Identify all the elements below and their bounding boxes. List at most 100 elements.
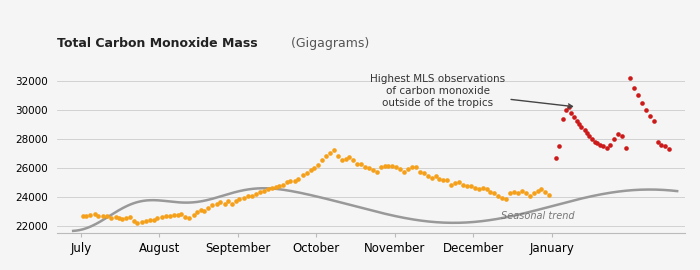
Point [251, 191, 262, 196]
Point [438, 178, 449, 183]
Point [617, 134, 628, 138]
Point [466, 184, 477, 188]
Point [426, 175, 438, 180]
Point [180, 215, 191, 219]
Point [485, 190, 496, 194]
Text: Total Carbon Monoxide Mass: Total Carbon Monoxide Mass [57, 37, 258, 50]
Point [293, 177, 304, 181]
Point [473, 187, 484, 191]
Point [234, 197, 245, 201]
Point [214, 200, 225, 204]
Point [156, 215, 167, 220]
Point [592, 141, 603, 145]
Point [227, 202, 238, 206]
Point [160, 214, 172, 218]
Point [387, 164, 398, 168]
Point [281, 180, 292, 184]
Point [449, 181, 461, 185]
Point [540, 190, 551, 194]
Point [624, 76, 636, 80]
Point [379, 164, 390, 168]
Point [120, 216, 132, 220]
Point [576, 125, 587, 129]
Point [90, 212, 101, 217]
Point [477, 185, 488, 190]
Point [587, 137, 598, 141]
Point [500, 197, 512, 201]
Point [644, 113, 655, 118]
Point [183, 216, 195, 220]
Point [344, 155, 355, 160]
Point [211, 202, 223, 206]
Point [612, 132, 624, 137]
Point [219, 202, 230, 206]
Point [298, 173, 309, 177]
Point [536, 187, 547, 191]
Point [636, 100, 648, 105]
Point [584, 134, 595, 138]
Point [524, 194, 536, 198]
Point [442, 178, 453, 183]
Point [320, 154, 331, 158]
Point [550, 156, 561, 160]
Point [230, 198, 241, 203]
Point [332, 154, 343, 158]
Point [277, 183, 288, 187]
Point [489, 191, 500, 195]
Point [368, 168, 379, 173]
Point [239, 196, 250, 200]
Point [558, 116, 569, 121]
Point [340, 157, 351, 161]
Point [124, 215, 135, 220]
Point [648, 119, 659, 124]
Point [77, 213, 88, 218]
Point [290, 178, 301, 183]
Point [242, 194, 253, 199]
Point [110, 215, 121, 219]
Point [579, 128, 590, 132]
Point [285, 178, 296, 183]
Point [414, 170, 426, 174]
Point [195, 208, 206, 212]
Point [132, 220, 143, 225]
Point [402, 167, 414, 171]
Point [652, 140, 663, 144]
Point [568, 115, 579, 119]
Point [446, 183, 457, 187]
Point [173, 212, 184, 217]
Point [496, 196, 507, 200]
Point [348, 158, 359, 162]
Point [629, 86, 640, 90]
Point [457, 183, 468, 187]
Point [305, 168, 316, 173]
Point [81, 214, 92, 218]
Point [148, 217, 160, 222]
Point [660, 144, 671, 148]
Point [621, 145, 632, 150]
Point [581, 131, 592, 135]
Point [246, 194, 258, 198]
Point [508, 190, 519, 194]
Point [164, 213, 175, 218]
Point [337, 158, 348, 162]
Point [505, 191, 516, 195]
Point [516, 188, 527, 193]
Point [309, 165, 320, 170]
Point [188, 213, 199, 217]
Point [312, 163, 323, 167]
Point [168, 213, 179, 217]
Point [481, 187, 492, 191]
Point [609, 137, 620, 141]
Point [328, 148, 339, 152]
Point [363, 165, 374, 170]
Point [356, 162, 367, 167]
Point [469, 185, 480, 190]
Point [597, 144, 608, 148]
Point [202, 206, 214, 211]
Point [102, 213, 113, 218]
Point [560, 108, 571, 112]
Text: (Gigagrams): (Gigagrams) [286, 37, 369, 50]
Point [141, 219, 152, 223]
Point [391, 165, 402, 170]
Point [266, 186, 277, 190]
